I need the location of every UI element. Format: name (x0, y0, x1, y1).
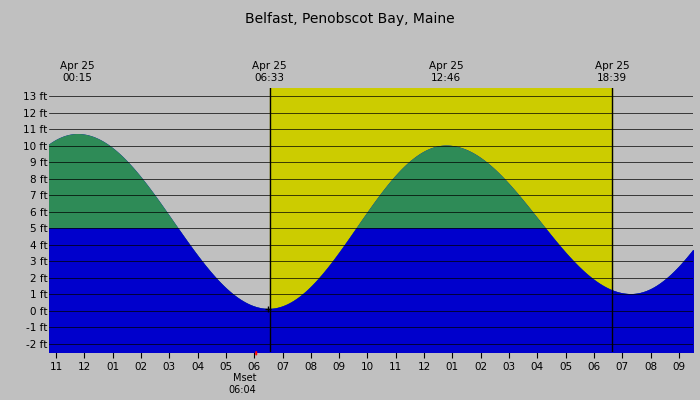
Text: Belfast, Penobscot Bay, Maine: Belfast, Penobscot Bay, Maine (245, 12, 455, 26)
Text: Mset
06:04: Mset 06:04 (228, 373, 256, 395)
Text: Apr 25
06:33: Apr 25 06:33 (253, 61, 287, 83)
Bar (49, 88, 693, 352)
Text: Apr 25
12:46: Apr 25 12:46 (428, 61, 463, 83)
Text: Apr 25
18:39: Apr 25 18:39 (595, 61, 629, 83)
Bar (270, 88, 612, 352)
Text: Apr 25
00:15: Apr 25 00:15 (60, 61, 94, 83)
